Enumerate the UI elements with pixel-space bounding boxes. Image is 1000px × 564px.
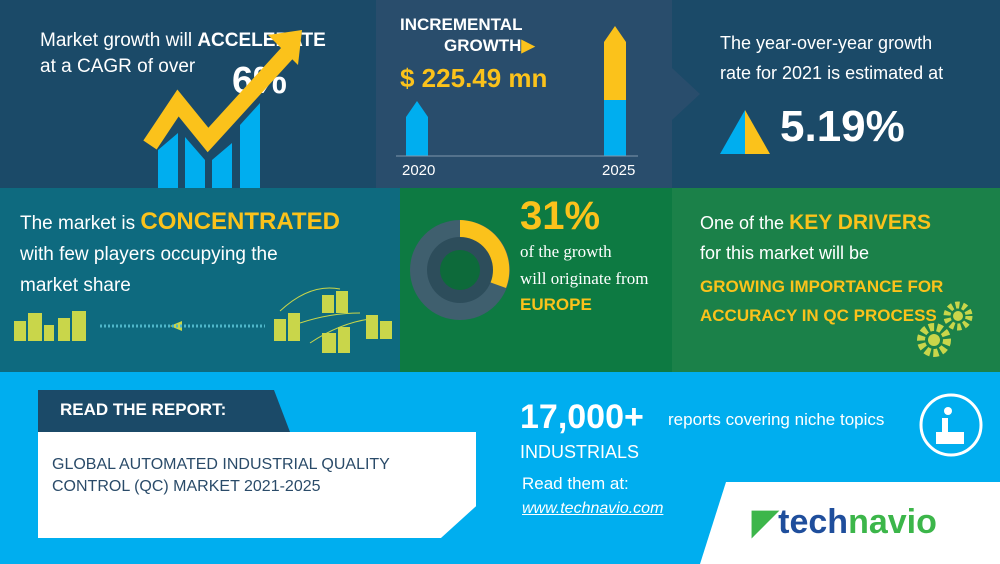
promo-category: INDUSTRIALS	[520, 442, 640, 462]
driver-name: GROWING IMPORTANCE FOR ACCURACY IN QC PR…	[700, 272, 943, 330]
drivers-line1: One of the	[700, 213, 790, 233]
gears-icon	[917, 301, 973, 357]
report-card[interactable]	[38, 432, 476, 538]
drivers-panel: One of the KEY DRIVERS for this market w…	[672, 188, 1000, 372]
technavio-logo: ◤technavio	[752, 502, 937, 542]
yoy-line2: rate for 2021 is estimated at	[720, 63, 944, 83]
promo-count-text: reports covering niche topics	[668, 410, 885, 429]
region-value: 31%	[520, 194, 601, 238]
incremental-value: $ 225.49 mn	[400, 63, 548, 93]
read-report-label: READ THE REPORT:	[60, 400, 227, 419]
factory-icon	[919, 393, 983, 457]
bottom-panel: READ THE REPORT: GLOBAL AUTOMATED INDUST…	[0, 372, 1000, 564]
incremental-title-line1: INCREMENTAL	[400, 15, 523, 34]
concentration-panel: The market is CONCENTRATED with few play…	[0, 188, 400, 372]
growth-arrow-chart-icon	[143, 30, 302, 188]
logo-area	[700, 482, 1000, 564]
region-name: EUROPE	[520, 295, 592, 314]
driver-line2: ACCURACY IN QC PROCESS	[700, 306, 937, 325]
incremental-title: INCREMENTAL GROWTH▶	[400, 14, 535, 56]
cagr-panel: Market growth will ACCELERATE at a CAGR …	[0, 0, 376, 188]
drivers-emphasis: KEY DRIVERS	[789, 211, 932, 234]
report-title-line1: GLOBAL AUTOMATED INDUSTRIAL QUALITY	[52, 456, 390, 473]
drivers-text: One of the KEY DRIVERS for this market w…	[700, 208, 931, 268]
bar-2025-base	[604, 100, 626, 156]
drivers-line2: for this market will be	[700, 243, 870, 263]
logo-text-part2: navio	[848, 503, 937, 541]
cagr-line2: at a CAGR of over	[40, 56, 196, 77]
read-report-tab	[38, 390, 290, 432]
region-donut-chart	[410, 220, 510, 320]
concentration-line1: The market is	[20, 213, 141, 234]
chevron-divider	[672, 0, 700, 188]
year-start: 2020	[402, 162, 436, 179]
driver-line1: GROWING IMPORTANCE FOR	[700, 277, 944, 296]
concentration-text: The market is CONCENTRATED with few play…	[20, 206, 340, 301]
promo-read-at: Read them at:	[522, 474, 629, 493]
triangle-icon	[720, 110, 770, 154]
year-end: 2025	[602, 162, 636, 179]
logo-mark-icon: ◤	[752, 503, 779, 541]
concentration-emphasis: CONCENTRATED	[140, 208, 340, 235]
yoy-value: 5.19%	[780, 102, 905, 151]
bar-2025-increment	[604, 26, 626, 100]
yoy-line1: The year-over-year growth	[720, 33, 933, 53]
buildings-network-icon	[14, 287, 392, 353]
region-text: of the growth will originate from	[520, 238, 648, 292]
play-arrow-icon: ▶	[521, 36, 535, 55]
incremental-bars	[396, 26, 638, 157]
bar-2020	[406, 101, 428, 156]
region-panel: 31% of the growth will originate from EU…	[400, 188, 672, 372]
technavio-link[interactable]: www.technavio.com	[522, 500, 664, 517]
logo-text-part1: tech	[778, 503, 849, 541]
report-title-line2: CONTROL (QC) MARKET 2021-2025	[52, 478, 321, 495]
yoy-text: The year-over-year growth rate for 2021 …	[720, 28, 943, 88]
concentration-line2: with few players occupying the	[20, 244, 278, 265]
yoy-panel: The year-over-year growth rate for 2021 …	[672, 0, 1000, 188]
cagr-line1: Market growth will	[40, 30, 198, 51]
region-line2: will originate from	[520, 269, 649, 288]
region-line1: of the growth	[520, 242, 612, 261]
report-title[interactable]: GLOBAL AUTOMATED INDUSTRIAL QUALITY CONT…	[52, 454, 390, 498]
incremental-title-line2: GROWTH	[444, 36, 522, 55]
promo-count: 17,000+	[520, 398, 644, 436]
concentration-line3: market share	[20, 275, 131, 296]
incremental-growth-panel: INCREMENTAL GROWTH▶ $ 225.49 mn 2020 202…	[376, 0, 672, 188]
